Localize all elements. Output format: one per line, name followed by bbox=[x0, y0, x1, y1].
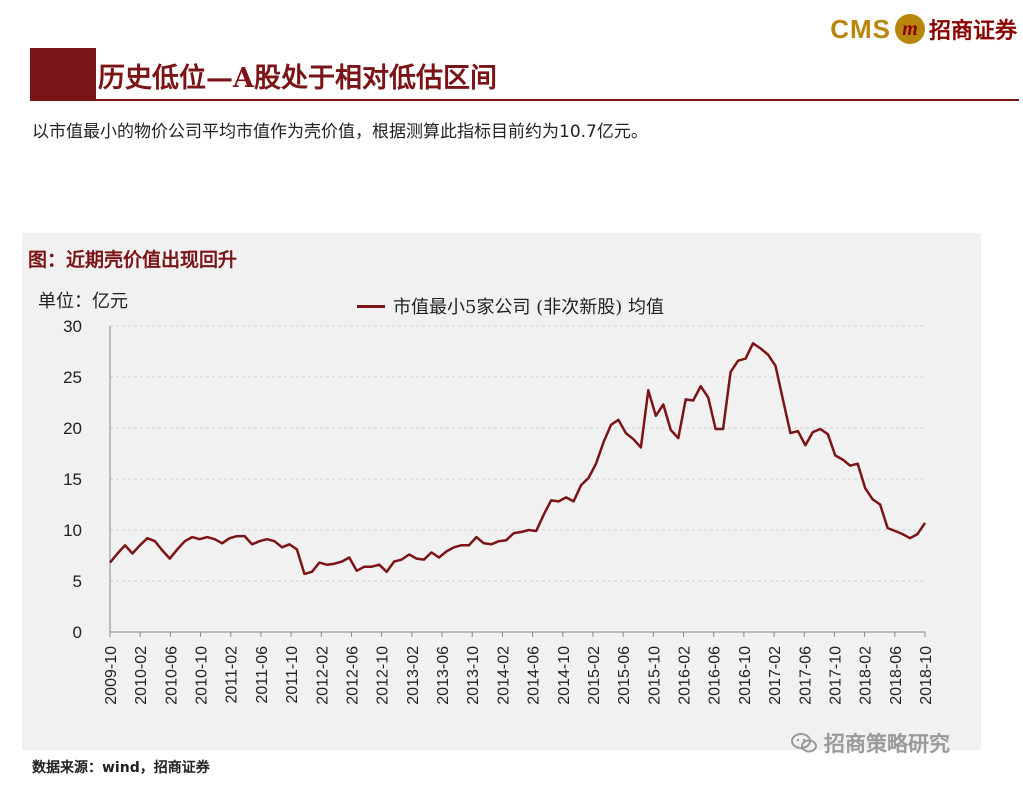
x-tick-label: 2011-06 bbox=[254, 646, 271, 704]
legend-swatch bbox=[357, 304, 385, 308]
x-tick-label: 2013-02 bbox=[405, 646, 422, 705]
y-tick-label: 5 bbox=[73, 572, 82, 591]
x-tick-label: 2013-06 bbox=[435, 646, 452, 705]
data-source-note: 数据来源：wind，招商证券 bbox=[32, 760, 210, 776]
legend-label: 市值最小5家公司 (非次新股) 均值 bbox=[393, 297, 664, 318]
x-tick-label: 2014-10 bbox=[556, 646, 573, 705]
x-tick-label: 2017-02 bbox=[767, 646, 784, 705]
logo-mark-icon: m bbox=[894, 14, 925, 44]
y-tick-label: 30 bbox=[63, 317, 82, 336]
y-tick-label: 20 bbox=[63, 419, 82, 438]
y-tick-label: 15 bbox=[63, 470, 82, 489]
page-subtitle: 以市值最小的物价公司平均市值作为壳价值，根据测算此指标目前约为10.7亿元。 bbox=[32, 122, 648, 142]
x-tick-label: 2018-06 bbox=[888, 646, 905, 705]
y-tick-label: 0 bbox=[73, 623, 82, 642]
chart-legend: 市值最小5家公司 (非次新股) 均值 bbox=[357, 293, 664, 319]
x-tick-label: 2017-10 bbox=[827, 646, 844, 705]
x-tick-label: 2011-10 bbox=[284, 646, 301, 704]
x-tick-label: 2015-06 bbox=[616, 646, 633, 705]
x-tick-label: 2015-02 bbox=[586, 646, 603, 705]
x-tick-label: 2016-02 bbox=[677, 646, 694, 705]
x-tick-label: 2010-06 bbox=[163, 646, 180, 705]
x-tick-label: 2010-10 bbox=[194, 646, 211, 705]
x-tick-label: 2016-10 bbox=[737, 646, 754, 705]
logo-cms-text: CMS bbox=[830, 13, 891, 44]
x-tick-label: 2014-06 bbox=[526, 646, 543, 705]
series-line bbox=[109, 342, 927, 576]
page-title: 历史低位—A股处于相对低估区间 bbox=[98, 63, 497, 94]
x-tick-label: 2012-02 bbox=[314, 646, 331, 705]
chart-panel bbox=[22, 233, 981, 750]
x-tick-label: 2012-06 bbox=[344, 646, 361, 705]
watermark: 招商策略研究 bbox=[790, 728, 950, 758]
x-tick-label: 2011-02 bbox=[224, 646, 241, 704]
title-divider bbox=[30, 99, 1019, 101]
x-tick-label: 2014-02 bbox=[495, 646, 512, 705]
x-tick-label: 2018-10 bbox=[918, 646, 935, 705]
x-tick-label: 2018-02 bbox=[858, 646, 875, 705]
x-tick-label: 2016-06 bbox=[707, 646, 724, 705]
x-tick-label: 2012-10 bbox=[375, 646, 392, 705]
y-tick-label: 25 bbox=[63, 368, 82, 387]
x-tick-label: 2013-10 bbox=[465, 646, 482, 705]
y-tick-label: 10 bbox=[63, 521, 82, 540]
wechat-icon bbox=[791, 733, 817, 753]
y-axis-unit-label: 单位：亿元 bbox=[38, 291, 128, 312]
x-tick-label: 2010-02 bbox=[133, 646, 150, 705]
x-tick-label: 2009-10 bbox=[103, 646, 120, 705]
watermark-text: 招商策略研究 bbox=[824, 732, 950, 756]
x-tick-label: 2015-10 bbox=[646, 646, 663, 705]
logo-company-name: 招商证券 bbox=[928, 18, 1017, 44]
title-accent-block bbox=[30, 48, 96, 100]
figure-title: 图：近期壳价值出现回升 bbox=[28, 249, 238, 271]
x-tick-label: 2017-06 bbox=[797, 646, 814, 705]
brand-logo: CMS m 招商证券 bbox=[830, 10, 1017, 48]
